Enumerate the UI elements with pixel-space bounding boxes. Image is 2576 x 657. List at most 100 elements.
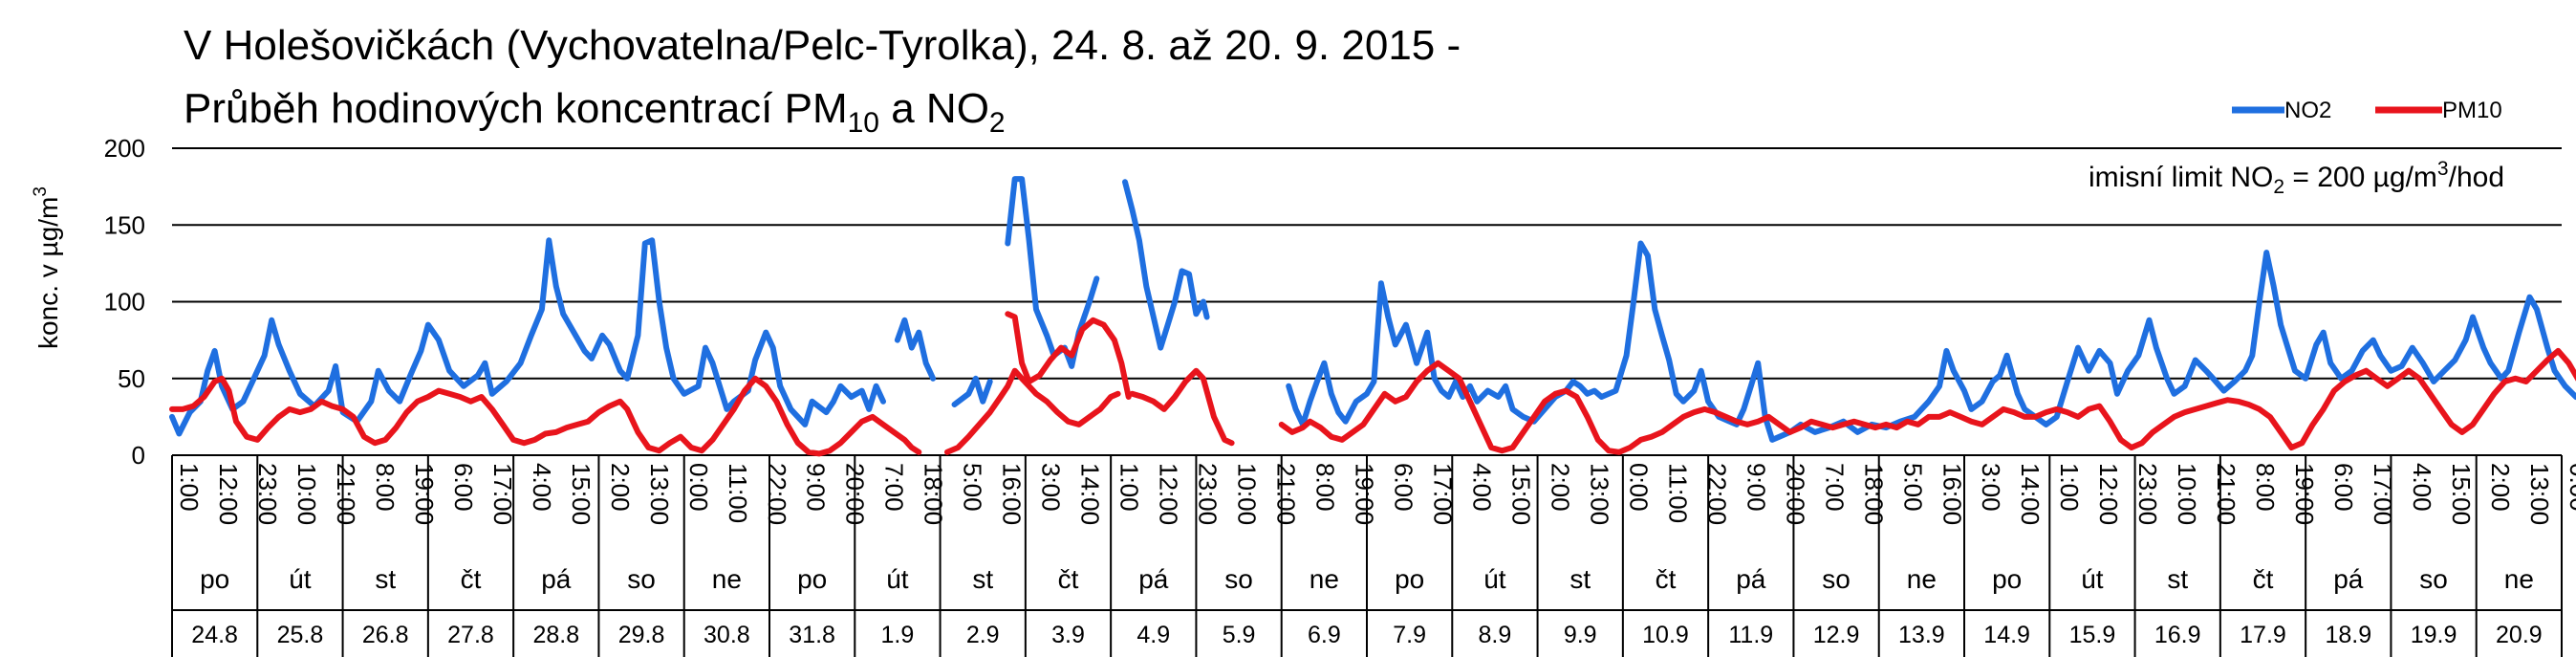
- hour-tick-label: 11:00: [724, 463, 752, 523]
- date-label: 29.8: [618, 622, 665, 648]
- hour-tick-label: 0:00: [2565, 463, 2576, 512]
- hour-tick-label: 7:00: [880, 463, 909, 512]
- hour-tick-label: 16:00: [1937, 463, 1966, 525]
- date-label: 11.9: [1728, 622, 1773, 648]
- y-tick-label: 0: [132, 441, 145, 470]
- day-table: po 24.8 út 25.8 st 26.8 čt 27.8 pá 28.8 so 29.8 ne 30…: [171, 455, 2563, 657]
- hour-tick-label: 19:00: [410, 463, 439, 525]
- day-name-label: pá: [541, 564, 572, 594]
- day-name-label: ne: [1310, 564, 1339, 594]
- day-name-label: po: [200, 564, 229, 594]
- date-label: 19.9: [2411, 622, 2457, 648]
- hour-tick-label: 1:00: [175, 463, 204, 512]
- hour-tick-label: 12:00: [1155, 463, 1183, 525]
- hour-tick-label: 11:00: [1663, 463, 1692, 523]
- y-tick-label: 100: [104, 288, 145, 317]
- chart-title-line2-sub1: 10: [848, 107, 879, 139]
- day-name-label: so: [1822, 564, 1851, 594]
- date-label: 26.8: [362, 622, 409, 648]
- hour-tick-label: 22:00: [763, 463, 791, 525]
- limit-annotation-mid: = 200 µg/m: [2284, 162, 2437, 193]
- date-label: 17.9: [2240, 622, 2286, 648]
- day-name-label: so: [2419, 564, 2448, 594]
- hour-tick-label: 2:00: [606, 463, 635, 512]
- hour-tick-label: 4:00: [528, 463, 556, 512]
- date-label: 2.9: [966, 622, 1000, 648]
- y-axis-label-sup: 3: [31, 186, 51, 197]
- hour-tick-label: 8:00: [371, 463, 400, 512]
- hour-tick-labels: 1:00 12:00 23:00 10:00 21:00 8:00 19:00 6:00 17:…: [175, 463, 2576, 525]
- day-name-label: čt: [1058, 564, 1079, 594]
- hour-tick-label: 7:00: [1820, 463, 1849, 512]
- hour-tick-label: 2:00: [2486, 463, 2515, 512]
- day-name-label: so: [1224, 564, 1253, 594]
- day-name-label: pá: [2333, 564, 2364, 594]
- hour-tick-label: 13:00: [645, 463, 674, 525]
- hour-tick-label: 3:00: [1037, 463, 1066, 512]
- series-line-no2: [169, 176, 2576, 443]
- hour-tick-label: 18:00: [1859, 463, 1888, 525]
- limit-annotation-prefix: imisní limit NO: [2089, 162, 2273, 193]
- y-axis-label: konc. v µg/m3: [31, 186, 63, 349]
- date-label: 12.9: [1813, 622, 1860, 648]
- date-label: 10.9: [1642, 622, 1689, 648]
- limit-annotation-suffix: /hod: [2449, 162, 2504, 193]
- date-label: 3.9: [1051, 622, 1085, 648]
- hour-tick-label: 16:00: [998, 463, 1027, 525]
- y-tick-label: 200: [104, 134, 145, 163]
- hour-tick-label: 23:00: [2133, 463, 2162, 525]
- hour-tick-label: 9:00: [802, 463, 831, 512]
- chart-title-line1: V Holešovičkách (Vychovatelna/Pelc-Tyrol…: [184, 22, 1461, 69]
- date-label: 8.9: [1479, 622, 1512, 648]
- hour-tick-label: 18:00: [920, 463, 948, 525]
- date-label: 20.9: [2496, 622, 2543, 648]
- hour-tick-label: 2:00: [1546, 463, 1574, 512]
- day-name-label: út: [2081, 564, 2104, 594]
- day-name-label: út: [289, 564, 312, 594]
- chart-title-line2-prefix: Průběh hodinových koncentrací PM: [184, 85, 848, 132]
- y-tick-label: 50: [118, 364, 145, 393]
- hour-tick-label: 10:00: [1233, 463, 1262, 525]
- y-tick-labels: 0 50 100 150 200: [104, 134, 145, 470]
- day-name-label: čt: [461, 564, 482, 594]
- day-name-label: pá: [1736, 564, 1766, 594]
- hour-tick-label: 4:00: [2408, 463, 2436, 512]
- hour-tick-label: 17:00: [2369, 463, 2397, 525]
- hour-tick-label: 0:00: [684, 463, 713, 512]
- hour-tick-label: 21:00: [332, 463, 360, 525]
- hour-tick-label: 15:00: [1506, 463, 1535, 525]
- date-label: 25.8: [277, 622, 324, 648]
- hour-tick-label: 1:00: [2055, 463, 2084, 512]
- hour-tick-label: 13:00: [2525, 463, 2554, 525]
- chart-title-line2: Průběh hodinových koncentrací PM10 a NO2: [184, 85, 1006, 139]
- hour-tick-label: 6:00: [449, 463, 478, 512]
- day-name-label: út: [886, 564, 909, 594]
- day-name-label: so: [627, 564, 656, 594]
- date-label: 5.9: [1223, 622, 1256, 648]
- day-name-label: po: [1395, 564, 1424, 594]
- day-name-label: st: [972, 564, 993, 594]
- hour-tick-label: 15:00: [567, 463, 595, 525]
- date-label: 9.9: [1564, 622, 1597, 648]
- hour-tick-label: 10:00: [2173, 463, 2201, 525]
- legend: NO2 PM10: [2232, 98, 2502, 123]
- day-name-label: st: [375, 564, 396, 594]
- date-label: 14.9: [1983, 622, 2030, 648]
- date-label: 18.9: [2325, 622, 2371, 648]
- hour-tick-label: 5:00: [959, 463, 987, 512]
- hour-tick-label: 6:00: [1390, 463, 1418, 512]
- day-name-label: st: [2167, 564, 2188, 594]
- date-label: 1.9: [881, 622, 915, 648]
- date-label: 4.9: [1136, 622, 1170, 648]
- date-label: 31.8: [789, 622, 835, 648]
- hour-tick-label: 9:00: [1742, 463, 1770, 512]
- date-label: 24.8: [191, 622, 238, 648]
- hour-tick-label: 19:00: [2290, 463, 2319, 525]
- legend-pm10-label: PM10: [2442, 98, 2502, 123]
- series-layer: [169, 176, 2576, 457]
- hour-tick-label: 5:00: [1898, 463, 1927, 512]
- day-name-label: pá: [1138, 564, 1169, 594]
- hour-tick-label: 15:00: [2447, 463, 2476, 525]
- hour-tick-label: 20:00: [1781, 463, 1809, 525]
